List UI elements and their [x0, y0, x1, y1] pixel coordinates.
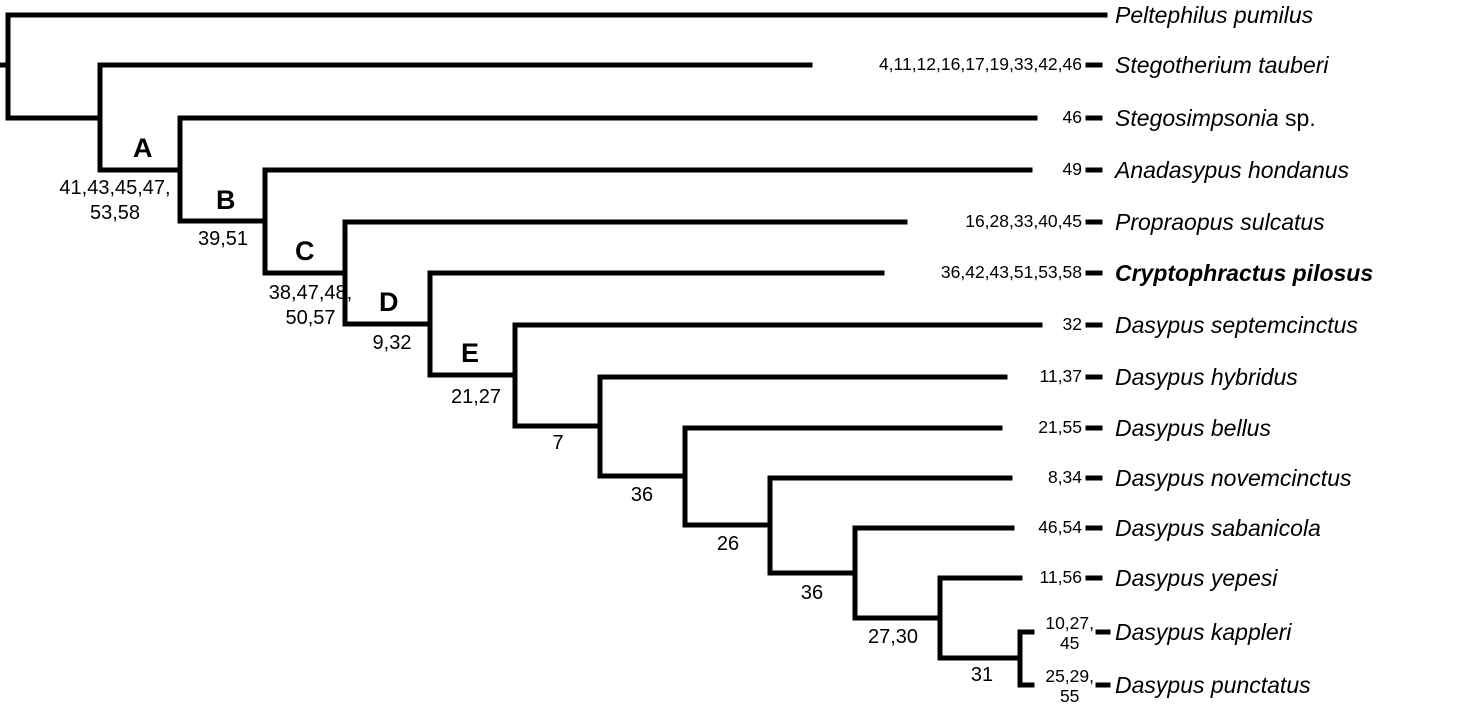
taxon-name: Dasypus hybridus — [1115, 364, 1298, 390]
node-characters: 27,30 — [867, 626, 919, 648]
taxon-name: Dasypus sabanicola — [1115, 515, 1321, 541]
tip-name: Dasypus punctatus — [1115, 671, 1311, 699]
tip-name: Stegotherium tauberi — [1115, 51, 1329, 79]
tip-name: Dasypus kappleri — [1115, 618, 1291, 646]
node-letter-d: D — [379, 287, 399, 317]
taxon-name: Propraopus sulcatus — [1115, 209, 1325, 235]
tip-name: Dasypus hybridus — [1115, 363, 1298, 391]
tip-characters: 4,11,12,16,17,19,33,42,46 — [878, 54, 1082, 74]
tip-characters: 11,37 — [1039, 366, 1083, 386]
taxon-name-suffix: sp. — [1278, 105, 1316, 131]
taxon-name: Cryptophractus pilosus — [1115, 260, 1374, 286]
node-characters: 38,47,48, 50,57 — [268, 282, 353, 329]
node-characters: 36 — [800, 582, 824, 604]
tip-name: Stegosimpsonia sp. — [1115, 104, 1316, 132]
taxon-name: Dasypus bellus — [1115, 415, 1271, 441]
node-letter-e: E — [461, 338, 480, 368]
tip-characters: 32 — [1062, 314, 1082, 334]
tip-name: Dasypus sabanicola — [1115, 514, 1321, 542]
tip-characters: 8,34 — [1047, 467, 1082, 487]
node-characters: 41,43,45,47, 53,58 — [59, 177, 171, 224]
tip-name: Propraopus sulcatus — [1115, 208, 1325, 236]
tip-characters: 25,29, 55 — [1045, 666, 1094, 706]
tip-characters: 46 — [1062, 107, 1082, 127]
tip-name-highlighted: Cryptophractus pilosus — [1115, 259, 1373, 287]
taxon-name: Stegosimpsonia — [1115, 105, 1279, 131]
node-characters: 36 — [630, 484, 654, 506]
taxon-name: Peltephilus pumilus — [1115, 2, 1314, 28]
taxon-name: Dasypus kappleri — [1115, 619, 1292, 645]
node-characters: 21,27 — [450, 386, 502, 408]
tip-name: Dasypus septemcinctus — [1115, 311, 1358, 339]
node-characters: 26 — [716, 533, 740, 555]
taxon-name: Anadasypus hondanus — [1115, 157, 1350, 183]
node-characters: 9,32 — [372, 332, 412, 354]
node-letter-a: A — [133, 133, 153, 163]
taxon-name: Dasypus novemcinctus — [1115, 465, 1352, 491]
node-characters: 39,51 — [197, 228, 249, 250]
tip-characters: 36,42,43,51,53,58 — [940, 262, 1082, 282]
tip-characters: 49 — [1062, 159, 1082, 179]
tip-characters: 10,27, 45 — [1045, 613, 1094, 653]
taxon-name: Dasypus yepesi — [1115, 565, 1278, 591]
node-characters: 31 — [970, 664, 994, 686]
taxon-name: Dasypus punctatus — [1115, 672, 1311, 698]
node-characters: 7 — [552, 432, 564, 454]
node-letter-c: C — [295, 236, 315, 266]
tip-name: Dasypus novemcinctus — [1115, 464, 1352, 492]
taxon-name: Stegotherium tauberi — [1115, 52, 1329, 78]
tip-name: Dasypus bellus — [1115, 414, 1271, 442]
tip-name: Anadasypus hondanus — [1115, 156, 1349, 184]
taxon-name: Dasypus septemcinctus — [1115, 312, 1358, 338]
tip-characters: 16,28,33,40,45 — [965, 211, 1082, 231]
node-letter-b: B — [216, 185, 236, 215]
tip-name: Dasypus yepesi — [1115, 564, 1277, 592]
tip-characters: 21,55 — [1038, 417, 1082, 437]
tip-name: Peltephilus pumilus — [1115, 1, 1313, 29]
tip-characters: 11,56 — [1039, 567, 1083, 587]
tip-characters: 46,54 — [1038, 517, 1082, 537]
